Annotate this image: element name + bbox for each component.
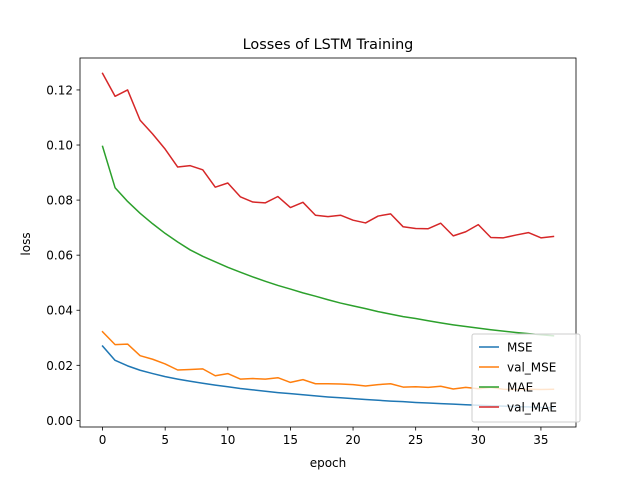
- x-tick-label: 25: [408, 433, 423, 447]
- x-tick-label: 35: [533, 433, 548, 447]
- x-tick-label: 15: [283, 433, 298, 447]
- y-tick-label: 0.12: [46, 83, 73, 97]
- x-tick-label: 20: [345, 433, 360, 447]
- y-tick-label: 0.08: [46, 194, 73, 208]
- y-tick-label: 0.00: [46, 414, 73, 428]
- legend-label-val-mse: val_MSE: [507, 361, 556, 375]
- x-axis-label: epoch: [310, 456, 347, 470]
- y-tick-label: 0.06: [46, 249, 73, 263]
- y-tick-label: 0.04: [46, 304, 73, 318]
- legend-box: [471, 333, 581, 423]
- x-axis: 0 5 10 15 20 25 30 35: [99, 427, 549, 447]
- legend-label-val-mae: val_MAE: [507, 401, 557, 415]
- x-tick-label: 10: [220, 433, 235, 447]
- x-tick-label: 0: [99, 433, 107, 447]
- series-line-mae: [101, 145, 555, 337]
- x-tick-label: 5: [161, 433, 169, 447]
- axes-frame: [79, 57, 577, 428]
- legend-label-mae: MAE: [507, 381, 533, 395]
- x-tick-label: 30: [471, 433, 486, 447]
- y-axis: 0.00 0.02 0.04 0.06 0.08 0.10 0.12: [46, 83, 80, 428]
- legend: MSE val_MSE MAE val_MAE: [471, 333, 581, 423]
- y-tick-label: 0.02: [46, 359, 73, 373]
- chart-title: Losses of LSTM Training: [243, 37, 414, 53]
- y-tick-label: 0.10: [46, 139, 73, 153]
- legend-label-mse: MSE: [507, 341, 533, 355]
- series-line-val-mae: [101, 72, 555, 239]
- y-axis-label: loss: [19, 232, 33, 255]
